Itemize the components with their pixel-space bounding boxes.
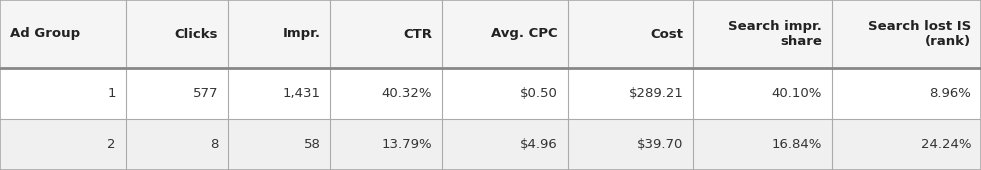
- Text: 1: 1: [107, 87, 116, 100]
- Text: Search lost IS
(rank): Search lost IS (rank): [868, 20, 971, 48]
- Text: $39.70: $39.70: [638, 138, 684, 151]
- Text: $4.96: $4.96: [520, 138, 558, 151]
- Text: 1,431: 1,431: [283, 87, 321, 100]
- Text: Ad Group: Ad Group: [10, 28, 79, 40]
- Bar: [0, 119, 981, 170]
- Bar: [0, 0, 981, 68]
- Text: 16.84%: 16.84%: [772, 138, 822, 151]
- Text: 24.24%: 24.24%: [921, 138, 971, 151]
- Text: Cost: Cost: [650, 28, 684, 40]
- Text: 13.79%: 13.79%: [382, 138, 433, 151]
- Text: 577: 577: [192, 87, 218, 100]
- Text: 40.10%: 40.10%: [772, 87, 822, 100]
- Text: 8: 8: [210, 138, 218, 151]
- Text: Search impr.
share: Search impr. share: [728, 20, 822, 48]
- Text: 2: 2: [107, 138, 116, 151]
- Text: $289.21: $289.21: [629, 87, 684, 100]
- Text: 8.96%: 8.96%: [929, 87, 971, 100]
- Bar: [0, 68, 981, 119]
- Text: $0.50: $0.50: [520, 87, 558, 100]
- Text: 40.32%: 40.32%: [382, 87, 433, 100]
- Text: 58: 58: [303, 138, 321, 151]
- Text: Impr.: Impr.: [283, 28, 321, 40]
- Text: CTR: CTR: [403, 28, 433, 40]
- Text: Clicks: Clicks: [175, 28, 218, 40]
- Text: Avg. CPC: Avg. CPC: [491, 28, 558, 40]
